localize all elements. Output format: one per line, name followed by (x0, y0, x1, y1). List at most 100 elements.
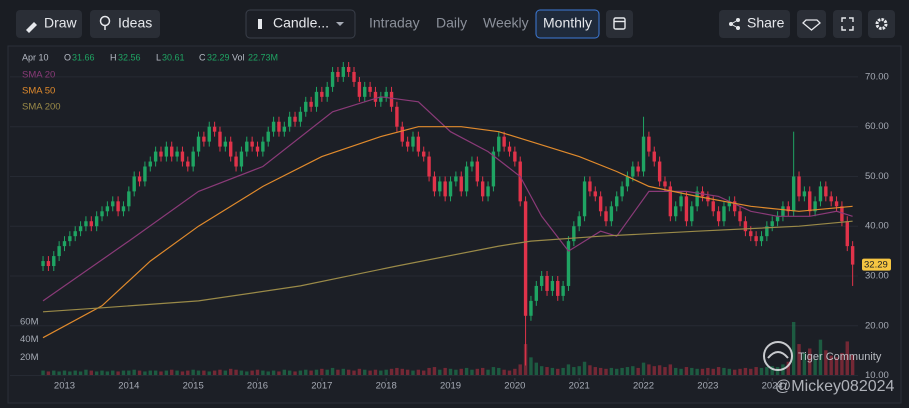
volume-bar (593, 367, 597, 375)
settings-button[interactable] (868, 10, 895, 38)
volume-bar (480, 367, 485, 375)
candle-body (582, 181, 587, 217)
candle-body (41, 261, 45, 267)
candle-body (111, 201, 115, 207)
volume-bar (545, 367, 549, 375)
volume-bar (518, 364, 522, 375)
candle-body (743, 221, 748, 232)
x-tick-label: 2024 (762, 381, 783, 392)
candle-body (330, 71, 335, 87)
candle-body (829, 196, 833, 202)
volume-bar (502, 369, 506, 375)
sma-legend: SMA 200 (22, 102, 61, 113)
candle-body (159, 151, 163, 157)
candle-body (663, 181, 667, 187)
volume-bar (791, 322, 796, 375)
chart-type-label[interactable]: Candle... (273, 15, 329, 31)
draw-label[interactable]: Draw (44, 15, 78, 31)
volume-bar (786, 361, 790, 375)
candle-body (556, 280, 560, 296)
candle-body (400, 126, 404, 142)
candle-body (325, 86, 329, 97)
x-tick-label: 2013 (54, 381, 75, 392)
volume-bar (314, 369, 319, 375)
volume-bar (405, 369, 410, 375)
sma-line (42, 220, 853, 313)
volume-bar (368, 370, 372, 375)
volume-bar (845, 341, 849, 375)
candle-body (631, 166, 635, 177)
volume-bar (625, 367, 630, 375)
period-monthly[interactable]: Monthly (543, 15, 592, 31)
candle-body (480, 181, 485, 197)
candle-body (255, 146, 260, 152)
period-selected-frame[interactable] (535, 9, 600, 39)
candle-body (143, 166, 147, 182)
last-price-tag (862, 258, 891, 271)
watermark-user: @Mickey082024 (775, 378, 895, 395)
legend-vol: Vol (232, 52, 245, 62)
draw-button[interactable]: Draw (16, 10, 82, 38)
period-intraday[interactable]: Intraday (369, 15, 420, 31)
share-label[interactable]: Share (747, 15, 785, 31)
candle-body (164, 146, 169, 157)
volume-bar (808, 348, 812, 375)
volume-bar (695, 368, 699, 375)
candle-body (427, 156, 431, 177)
candle-body (352, 71, 356, 82)
candle-body (207, 126, 211, 142)
candle-body (52, 256, 56, 267)
legend-low: 30.61 (162, 52, 185, 62)
volume-bar (572, 367, 576, 375)
volume-bar (507, 370, 512, 375)
volume-bar (534, 362, 539, 375)
chart-type-dropdown[interactable]: Candle... (245, 9, 356, 39)
volume-tick-label: 60M (20, 317, 39, 328)
premium-button[interactable] (797, 10, 826, 38)
share-button[interactable]: Share (719, 10, 790, 38)
volume-bar (357, 368, 362, 375)
volume-bar (111, 370, 115, 375)
candle-body (68, 236, 72, 242)
x-tick-label: 2016 (247, 381, 268, 392)
candle-body (368, 86, 372, 92)
candle-body (389, 91, 394, 107)
ideas-button[interactable]: Ideas (90, 10, 160, 38)
x-tick-label: 2014 (118, 381, 139, 392)
candle-body (320, 91, 324, 97)
candle-body (46, 261, 51, 267)
volume-bar (475, 368, 480, 375)
candle-body (357, 81, 362, 97)
candle-body (577, 216, 581, 227)
volume-bar (749, 368, 753, 375)
volume-bar (287, 370, 292, 375)
volume-bar (245, 371, 249, 375)
period-daily[interactable]: Daily (436, 15, 467, 31)
calendar-button[interactable] (606, 10, 633, 38)
x-tick-label: 2022 (633, 381, 654, 392)
candle-body (170, 146, 174, 157)
y-tick-label: 50.00 (865, 171, 889, 182)
volume-bar (298, 370, 303, 375)
candle-body (791, 176, 796, 212)
volume-tick-label: 40M (20, 334, 39, 345)
volume-bar (346, 369, 351, 375)
candle-body (615, 196, 619, 207)
volume-bar (529, 357, 533, 375)
candle-body (850, 246, 855, 265)
candle-body (384, 91, 388, 97)
volume-bar (427, 367, 431, 375)
candle-body (127, 191, 131, 207)
volume-bar (700, 368, 705, 375)
ideas-label[interactable]: Ideas (118, 15, 152, 31)
volume-bar (598, 367, 603, 375)
candle-body (175, 151, 179, 157)
fullscreen-button[interactable] (833, 10, 862, 38)
period-weekly[interactable]: Weekly (483, 15, 529, 31)
volume-bar (282, 369, 287, 375)
candle-body (116, 201, 120, 212)
candle-body (234, 156, 238, 167)
candle-body (561, 285, 565, 296)
candle-body (304, 101, 308, 112)
volume-bar (582, 361, 587, 375)
